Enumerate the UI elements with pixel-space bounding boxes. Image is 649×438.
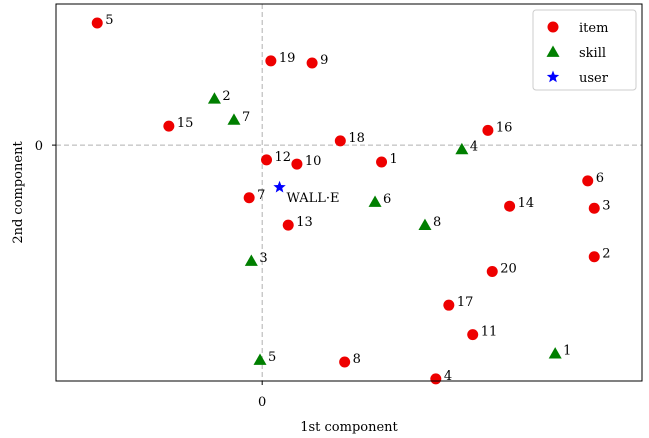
item-point-label: 8 bbox=[353, 352, 361, 367]
item-point-label: 19 bbox=[279, 51, 296, 66]
legend-item-marker bbox=[547, 21, 559, 33]
skill-point-label: 8 bbox=[433, 215, 441, 230]
item-point-label: 10 bbox=[305, 154, 322, 169]
user-point-label: WALL·E bbox=[287, 191, 340, 206]
legend-user-label: user bbox=[579, 71, 609, 86]
item-point-label: 16 bbox=[496, 120, 513, 135]
item-point bbox=[163, 120, 175, 132]
item-point bbox=[339, 356, 351, 368]
item-point bbox=[582, 175, 594, 187]
item-point-label: 15 bbox=[177, 116, 194, 131]
item-point bbox=[261, 154, 273, 166]
skill-point-label: 6 bbox=[383, 192, 391, 207]
item-point-label: 9 bbox=[320, 53, 328, 68]
skill-point bbox=[548, 347, 562, 359]
skill-point bbox=[418, 218, 432, 231]
item-point bbox=[467, 329, 479, 341]
item-point-label: 13 bbox=[296, 215, 313, 230]
item-point bbox=[282, 219, 294, 231]
item-point-label: 6 bbox=[596, 171, 604, 186]
item-point-label: 17 bbox=[457, 295, 474, 310]
item-point bbox=[265, 55, 277, 67]
legend: item skill user bbox=[532, 9, 637, 91]
item-point-label: 4 bbox=[444, 369, 452, 384]
skill-point bbox=[207, 92, 221, 104]
skill-point-label: 7 bbox=[242, 110, 250, 125]
item-point bbox=[486, 265, 498, 277]
item-point bbox=[443, 299, 455, 311]
skill-point bbox=[227, 113, 241, 125]
item-point-label: 20 bbox=[500, 261, 517, 276]
x-tick-label: 0 bbox=[258, 395, 266, 410]
legend-skill-marker bbox=[546, 45, 560, 57]
item-point bbox=[482, 124, 494, 136]
item-point-label: 14 bbox=[518, 196, 535, 211]
skill-point-label: 3 bbox=[259, 251, 267, 266]
legend-item-label: item bbox=[579, 21, 608, 36]
item-point-label: 3 bbox=[602, 198, 610, 213]
y-tick-label: 0 bbox=[35, 139, 43, 154]
item-point-label: 7 bbox=[257, 188, 265, 203]
skill-point-label: 4 bbox=[470, 139, 478, 154]
item-point bbox=[243, 192, 255, 204]
y-axis-label: 2nd component bbox=[11, 141, 26, 244]
item-point bbox=[504, 200, 516, 212]
skill-point-label: 1 bbox=[563, 344, 571, 359]
legend-skill-label: skill bbox=[579, 46, 606, 61]
item-point bbox=[588, 251, 600, 263]
item-point-label: 12 bbox=[275, 150, 292, 165]
skill-point bbox=[368, 195, 382, 207]
item-point bbox=[291, 158, 303, 170]
skill-point bbox=[455, 142, 469, 155]
plot-frame bbox=[55, 3, 643, 382]
axis-ticks: 00 bbox=[35, 139, 267, 410]
skill-point-label: 5 bbox=[268, 350, 276, 365]
item-point bbox=[91, 17, 103, 29]
user-point bbox=[273, 180, 286, 193]
skill-point bbox=[253, 353, 267, 365]
item-point bbox=[588, 202, 600, 214]
legend-box bbox=[532, 9, 637, 91]
skill-point bbox=[244, 254, 258, 266]
item-point bbox=[334, 135, 346, 147]
item-point-label: 5 bbox=[105, 13, 113, 28]
skill-point-label: 2 bbox=[222, 89, 230, 104]
legend-user-marker bbox=[546, 70, 560, 83]
item-point-label: 1 bbox=[390, 152, 398, 167]
item-point bbox=[430, 373, 442, 385]
item-point bbox=[306, 57, 318, 69]
x-axis-label: 1st component bbox=[300, 420, 398, 435]
item-point bbox=[376, 156, 388, 168]
item-point-label: 2 bbox=[602, 247, 610, 262]
item-point-label: 18 bbox=[348, 131, 365, 146]
item-point-label: 11 bbox=[481, 325, 498, 340]
